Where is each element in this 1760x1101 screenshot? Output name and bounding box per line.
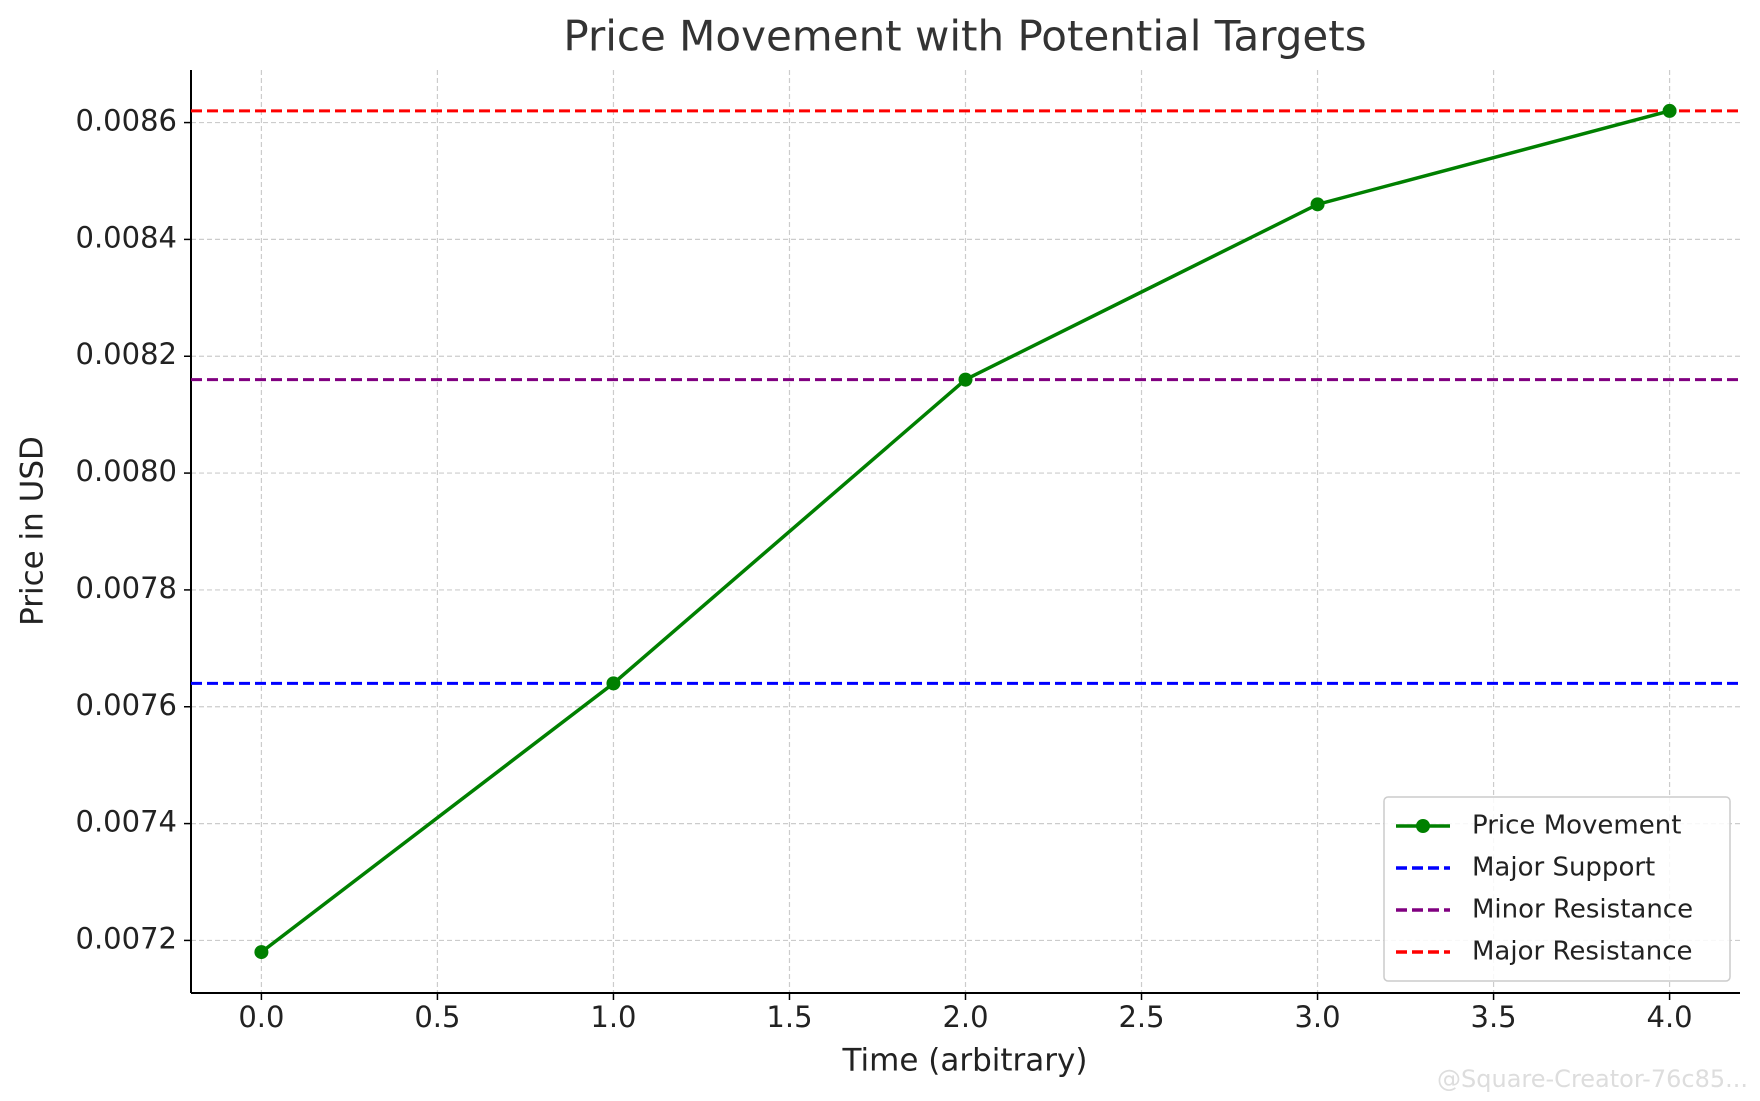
x-tick-label: 1.5 [766,1000,812,1034]
y-tick-label: 0.0080 [76,454,177,488]
legend-label: Price Movement [1472,811,1681,841]
x-tick-label: 2.5 [1118,1000,1164,1034]
y-tick-label: 0.0086 [76,104,177,138]
x-tick-label: 1.0 [590,1000,636,1034]
y-tick-label: 0.0078 [76,571,177,605]
y-tick-label: 0.0076 [76,688,177,722]
data-point [1662,103,1677,118]
x-tick-label: 4.0 [1647,1000,1693,1034]
data-point [254,945,269,960]
x-tick-label: 3.0 [1294,1000,1340,1034]
data-point [958,372,973,387]
x-axis-label: Time (arbitrary) [842,1043,1088,1079]
y-tick-label: 0.0084 [76,220,177,254]
data-point [1310,197,1325,212]
legend-label: Major Resistance [1472,937,1693,967]
x-tick-label: 0.0 [238,1000,284,1034]
watermark: @Square-Creator-76c85... [1437,1065,1748,1093]
chart-title: Price Movement with Potential Targets [563,12,1366,61]
x-tick-label: 2.0 [942,1000,988,1034]
legend-label: Major Support [1472,853,1655,883]
x-tick-label: 3.5 [1471,1000,1517,1034]
y-tick-label: 0.0074 [76,805,177,839]
legend-marker [1416,819,1430,833]
y-tick-label: 0.0082 [76,337,177,371]
legend-label: Minor Resistance [1472,895,1693,925]
x-tick-label: 0.5 [414,1000,460,1034]
y-tick-label: 0.0072 [76,921,177,955]
y-axis-label: Price in USD [15,436,51,626]
legend-box [1383,796,1731,982]
data-point [606,676,621,691]
